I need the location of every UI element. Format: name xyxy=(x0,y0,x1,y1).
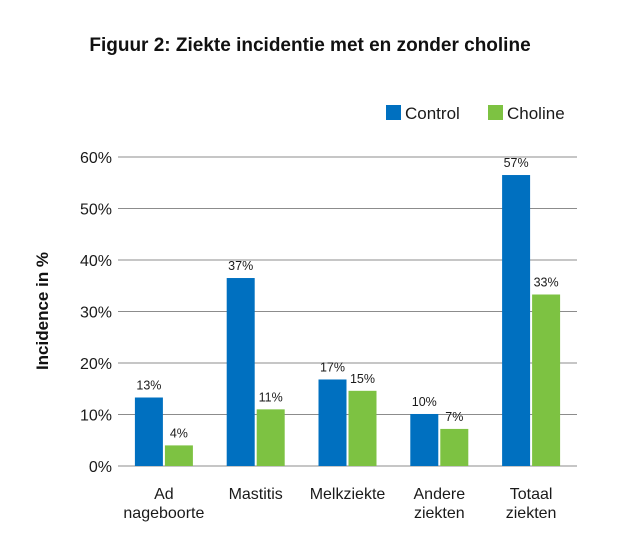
legend-swatch-control xyxy=(386,105,401,120)
data-label-control-4: 57% xyxy=(504,156,529,170)
chart-title: Figuur 2: Ziekte incidentie met en zonde… xyxy=(89,35,530,56)
data-label-control-0: 13% xyxy=(136,379,161,393)
legend-label-control: Control xyxy=(405,104,460,123)
data-label-control-2: 17% xyxy=(320,360,345,374)
y-tick-labels: 0% 10% 20% 30% 40% 50% 60% xyxy=(80,150,112,476)
data-label-choline-3: 7% xyxy=(445,410,463,424)
bar-choline-4 xyxy=(532,294,561,466)
bar-control-2 xyxy=(318,379,347,466)
y-tick-label: 40% xyxy=(80,253,112,270)
legend-label-choline: Choline xyxy=(507,104,565,123)
y-axis-label: Incidence in % xyxy=(33,252,52,370)
data-labels: 13% 4% 37% 11% 17% 15% 10% 7% 57% 33% xyxy=(136,156,558,440)
legend-swatch-choline xyxy=(488,105,503,120)
bar-choline-0 xyxy=(164,445,193,466)
y-tick-label: 20% xyxy=(80,356,112,373)
y-tick-label: 50% xyxy=(80,202,112,219)
y-tick-label: 0% xyxy=(89,459,112,476)
y-tick-label: 30% xyxy=(80,305,112,322)
category-label-3: Andere ziekten xyxy=(414,486,466,522)
category-label-1: Mastitis xyxy=(229,486,283,503)
bar-control-3 xyxy=(410,413,439,466)
data-label-choline-2: 15% xyxy=(350,372,375,386)
category-labels: Ad nageboorte Mastitis Melkziekte Andere ziek… xyxy=(123,486,556,522)
bar-choline-3 xyxy=(440,428,469,466)
bar-control-4 xyxy=(502,175,531,466)
y-tick-label: 10% xyxy=(80,408,112,425)
data-label-choline-4: 33% xyxy=(534,276,559,290)
data-label-choline-0: 4% xyxy=(170,426,188,440)
bar-choline-1 xyxy=(256,409,285,466)
data-label-control-3: 10% xyxy=(412,395,437,409)
bar-control-0 xyxy=(134,397,163,466)
bar-choline-2 xyxy=(348,390,377,466)
data-label-control-1: 37% xyxy=(228,259,253,273)
category-label-2: Melkziekte xyxy=(310,486,386,503)
legend: Control Choline xyxy=(386,104,565,123)
bar-control-1 xyxy=(226,278,255,466)
gridlines xyxy=(118,156,577,467)
category-label-0: Ad nageboorte xyxy=(123,486,204,522)
bars xyxy=(134,175,561,466)
category-label-4: Totaal ziekten xyxy=(506,486,557,522)
data-label-choline-1: 11% xyxy=(259,390,283,404)
y-tick-label: 60% xyxy=(80,150,112,167)
